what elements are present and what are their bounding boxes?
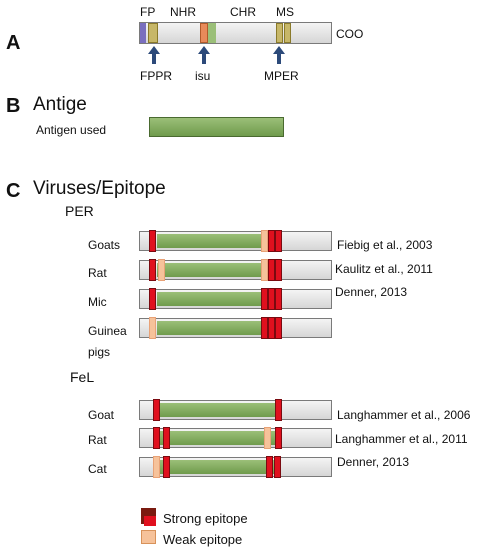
fppr-label: FPPR xyxy=(140,69,173,83)
weak-epitope xyxy=(158,259,165,281)
weak-epitope xyxy=(264,427,271,449)
antigen-region xyxy=(157,292,277,306)
group-per-label: PER xyxy=(65,203,94,219)
epitope-bar-mic xyxy=(139,288,332,310)
antigen-region xyxy=(157,431,277,445)
strong-epitope xyxy=(275,317,282,339)
mper-arrow xyxy=(273,46,285,64)
ref-cat: Denner, 2013 xyxy=(337,455,410,469)
fp-domain xyxy=(140,23,146,43)
antigen-used-label: Antigen used xyxy=(36,123,107,137)
chr-label: CHR xyxy=(230,5,256,19)
weak-epitope xyxy=(261,230,268,252)
strong-epitope xyxy=(268,230,275,252)
ref-mic: Denner, 2013 xyxy=(335,285,408,299)
fppr-arrow xyxy=(148,46,160,64)
strong-epitope xyxy=(275,230,282,252)
row-animal-cat: Cat xyxy=(88,462,107,476)
strong-epitope xyxy=(153,399,160,421)
mper-domain-1 xyxy=(276,23,283,43)
epitope-bar-rat xyxy=(139,259,332,281)
strong-epitope xyxy=(261,288,268,310)
isu-green xyxy=(208,23,216,43)
antigen-region xyxy=(157,460,277,474)
strong-epitope xyxy=(268,317,275,339)
strong-epitope xyxy=(149,259,156,281)
legend-strong-label: Strong epitope xyxy=(163,511,248,526)
strong-epitope xyxy=(275,259,282,281)
coo-label: COO xyxy=(336,27,364,41)
row-animal-rat: Rat xyxy=(88,266,107,280)
strong-epitope xyxy=(275,399,282,421)
legend-weak-label: Weak epitope xyxy=(163,532,243,547)
row-animal-guinea: Guinea xyxy=(88,324,127,338)
strong-epitope xyxy=(149,230,156,252)
ms-label: MS xyxy=(276,5,294,19)
fp-label: FP xyxy=(140,5,156,19)
weak-epitope xyxy=(153,456,160,478)
strong-epitope xyxy=(153,427,160,449)
strong-epitope xyxy=(163,456,170,478)
row-animal-mic: Mic xyxy=(88,295,107,309)
legend-weak-swatch xyxy=(141,530,156,544)
strong-epitope xyxy=(275,288,282,310)
ref-goats: Fiebig et al., 2003 xyxy=(337,238,433,252)
strong-epitope xyxy=(261,317,268,339)
nhr-label: NHR xyxy=(170,5,196,19)
section-b-title: Antige xyxy=(33,94,87,115)
section-b-letter: B xyxy=(6,95,21,117)
row-animal-goat: Goat xyxy=(88,408,115,422)
group-fel-label: FeL xyxy=(70,369,95,385)
legend-strong-swatch xyxy=(141,508,156,526)
antigen-region xyxy=(157,234,277,248)
fppr-domain xyxy=(148,23,158,43)
weak-epitope xyxy=(149,317,156,339)
epitope-bar-cat xyxy=(139,456,332,478)
isu-arrow xyxy=(198,46,210,64)
ref-rat: Kaulitz et al., 2011 xyxy=(335,262,433,276)
strong-epitope xyxy=(275,427,282,449)
section-a-letter: A xyxy=(6,32,21,54)
row-animal-rat-fel: Rat xyxy=(88,433,107,447)
antigen-region xyxy=(157,263,277,277)
strong-epitope xyxy=(163,427,170,449)
row-animal-pigs: pigs xyxy=(88,345,111,359)
row-animal-goats: Goats xyxy=(88,238,121,252)
isu-label: isu xyxy=(195,69,211,83)
isu-domain xyxy=(200,23,208,43)
weak-epitope xyxy=(261,259,268,281)
strong-epitope xyxy=(149,288,156,310)
antigen-region xyxy=(157,403,277,417)
strong-epitope xyxy=(266,456,273,478)
antigen-region xyxy=(157,321,277,335)
strong-epitope xyxy=(268,259,275,281)
ref-rat-fel: Langhammer et al., 2011 xyxy=(335,432,468,446)
section-c-letter: C xyxy=(6,180,21,202)
epitope-bar-goat xyxy=(139,399,332,421)
ref-goat: Langhammer et al., 2006 xyxy=(337,408,471,422)
antigen-bar xyxy=(149,117,284,137)
mper-label: MPER xyxy=(264,69,299,83)
epitope-bar-rat-fel xyxy=(139,427,332,449)
env-protein-bar xyxy=(139,22,332,44)
strong-epitope xyxy=(268,288,275,310)
epitope-bar-goats xyxy=(139,230,332,252)
epitope-bar-guinea-pigs xyxy=(139,317,332,339)
mper-domain-2 xyxy=(284,23,291,43)
strong-epitope xyxy=(274,456,281,478)
section-c-title: Viruses/Epitope xyxy=(33,178,166,199)
